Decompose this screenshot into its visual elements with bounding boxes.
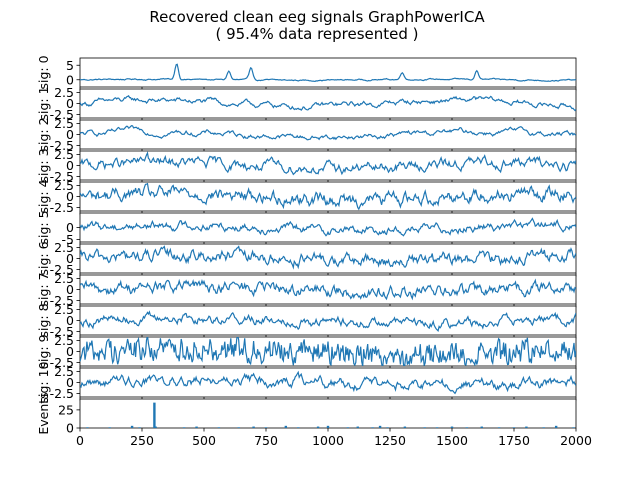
y-axis-label: sig: 10 [36, 361, 51, 403]
y-tick-label: 2.5 [54, 85, 74, 100]
y-tick-label: 2.5 [54, 364, 74, 379]
signal-line-4 [80, 182, 576, 211]
y-tick-label: -2.5 [50, 386, 74, 401]
signal-line-6 [80, 245, 576, 270]
y-tick-label: -2.5 [50, 138, 74, 153]
subplot-5: -50 sig: 5 [36, 210, 577, 247]
signal-line-1 [80, 94, 576, 112]
subplot-11: 0 25 Events [36, 392, 577, 436]
y-axis-label: sig: 1 [36, 86, 51, 120]
y-tick-label: 0 [66, 282, 74, 297]
y-axis-label: sig: 4 [36, 179, 51, 213]
y-axis-label: sig: 2 [36, 117, 51, 151]
signal-line-2 [80, 125, 576, 141]
x-tick-label: 750 [254, 433, 278, 448]
y-axis-label: sig: 5 [36, 210, 51, 244]
y-tick-label: -2.5 [50, 107, 74, 122]
x-axis: 0 250 500 750 1000 1250 1500 1750 2000 [76, 433, 592, 448]
signal-line-10 [80, 370, 576, 395]
x-tick-label: 1500 [436, 433, 468, 448]
signal-line-8 [80, 310, 576, 332]
y-axis-label: sig: 0 [36, 55, 51, 89]
subplot-frame [79, 119, 577, 150]
y-tick-label: -2.5 [50, 262, 74, 277]
y-tick-label: 0 [66, 220, 74, 235]
subplot-frame [79, 367, 577, 398]
y-tick-label: 0 [66, 421, 74, 436]
y-tick-label: -2.5 [50, 324, 74, 339]
y-tick-label: 2.5 [54, 240, 74, 255]
y-axis-label: Events [36, 392, 51, 434]
y-axis-label: sig: 8 [36, 303, 51, 337]
y-axis-label: sig: 9 [36, 334, 51, 368]
y-tick-label: 2.5 [54, 178, 74, 193]
y-tick-label: 2.5 [54, 302, 74, 317]
signal-line-7 [80, 278, 576, 301]
signal-line-3 [80, 151, 576, 176]
subplot-frame [79, 398, 577, 429]
subplot-frame [79, 243, 577, 274]
y-tick-label: 25 [58, 402, 74, 417]
y-tick-label: -2.5 [50, 200, 74, 215]
y-tick-label: 0 [66, 72, 74, 87]
x-tick-label: 250 [130, 433, 154, 448]
y-axis-label: sig: 7 [36, 272, 51, 306]
y-tick-label: 0 [66, 158, 74, 173]
y-tick-label: 0 [66, 344, 74, 359]
chart-title-line1: Recovered clean eeg signals GraphPowerIC… [149, 8, 485, 26]
y-tick-label: 0 [66, 96, 74, 111]
y-tick-label: 0 [66, 127, 74, 142]
y-tick-label: 2.5 [54, 333, 74, 348]
y-axis-label: sig: 6 [36, 241, 51, 275]
signal-line-0 [80, 63, 576, 83]
y-tick-label: 5 [66, 58, 74, 73]
x-tick-label: 1250 [374, 433, 406, 448]
y-tick-label: 2.5 [54, 116, 74, 131]
y-tick-label: 0 [66, 313, 74, 328]
y-tick-label: 0 [66, 189, 74, 204]
y-tick-label: -2.5 [50, 355, 74, 370]
x-tick-label: 1000 [312, 433, 344, 448]
y-tick-label: -2.5 [50, 293, 74, 308]
y-tick-label: 0 [66, 251, 74, 266]
subplot-frame [79, 150, 577, 181]
y-tick-label: -5 [62, 232, 74, 247]
y-tick-label: -2.5 [50, 169, 74, 184]
x-tick-label: 1750 [498, 433, 530, 448]
subplot-frame [79, 274, 577, 305]
x-tick-label: 500 [192, 433, 216, 448]
subplot-frame [79, 57, 577, 88]
x-tick-label: 0 [76, 433, 84, 448]
x-tick-label: 2000 [560, 433, 592, 448]
y-tick-label: 2.5 [54, 271, 74, 286]
y-axis-label: sig: 3 [36, 148, 51, 182]
chart-title-line2: ( 95.4% data represented ) [215, 25, 418, 43]
y-tick-label: 0 [66, 375, 74, 390]
signal-line-5 [80, 217, 576, 237]
signal-line-9 [80, 337, 576, 366]
y-tick-label: 2.5 [54, 147, 74, 162]
subplot-0: 05 sig: 0 [36, 55, 577, 91]
